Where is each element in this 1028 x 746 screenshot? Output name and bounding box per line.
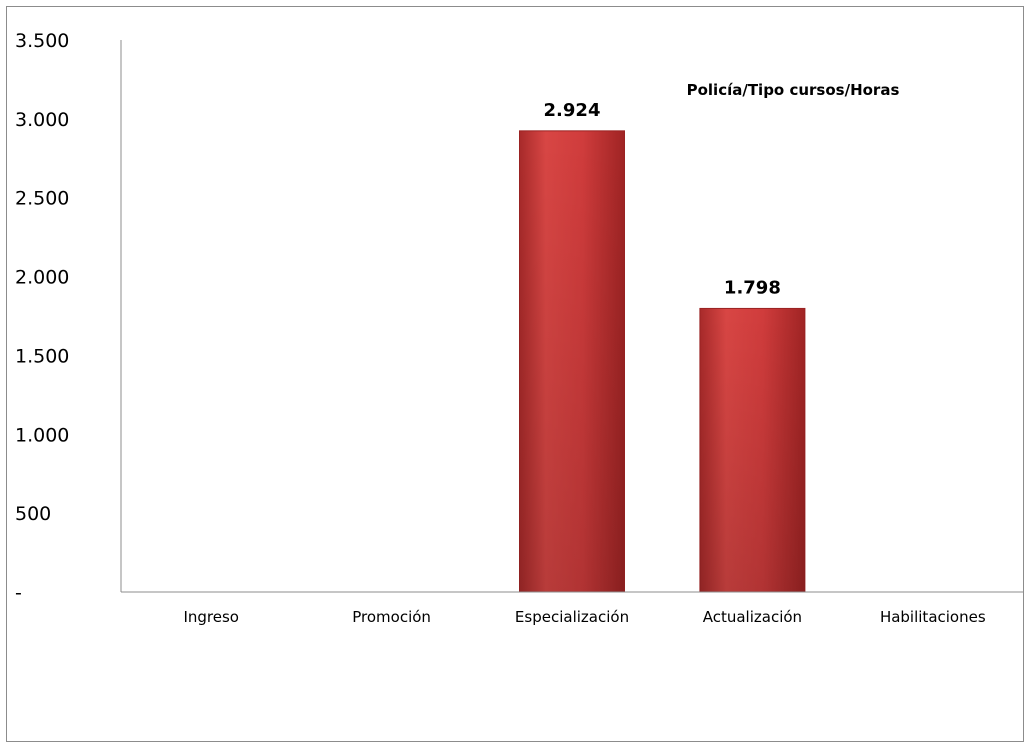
y-tick-label: 3.000 (15, 109, 69, 131)
y-axis-ticks: - 500 1.000 1.500 2.000 2.500 3.000 3.500 (15, 30, 69, 604)
y-tick-label: 2.500 (15, 188, 69, 210)
x-tick-label: Especialización (515, 608, 629, 626)
x-tick-label: Ingreso (183, 608, 239, 626)
y-tick-label: 2.000 (15, 267, 69, 289)
y-tick-label: 3.500 (15, 30, 69, 52)
x-axis-labels: Ingreso Promoción Especialización Actualiza… (183, 608, 985, 626)
x-tick-label: Habilitaciones (880, 608, 986, 626)
chart-title: Policía/Tipo cursos/Horas (687, 81, 900, 99)
bar-chart: - 500 1.000 1.500 2.000 2.500 3.000 3.500 Ingre… (15, 30, 1023, 626)
y-tick-label: - (15, 582, 22, 604)
data-label: 2.924 (544, 100, 601, 121)
y-tick-label: 500 (15, 503, 51, 525)
chart-frame: - 500 1.000 1.500 2.000 2.500 3.000 3.500 Ingre… (6, 6, 1024, 742)
y-tick-label: 1.500 (15, 345, 69, 367)
y-tick-label: 1.000 (15, 424, 69, 446)
data-labels: 2.924 1.798 (544, 100, 781, 299)
bar-shade (519, 130, 625, 592)
x-tick-label: Promoción (352, 608, 431, 626)
bar-shade (699, 308, 805, 592)
bars (519, 130, 806, 593)
data-label: 1.798 (724, 277, 781, 298)
x-tick-label: Actualización (703, 608, 802, 626)
